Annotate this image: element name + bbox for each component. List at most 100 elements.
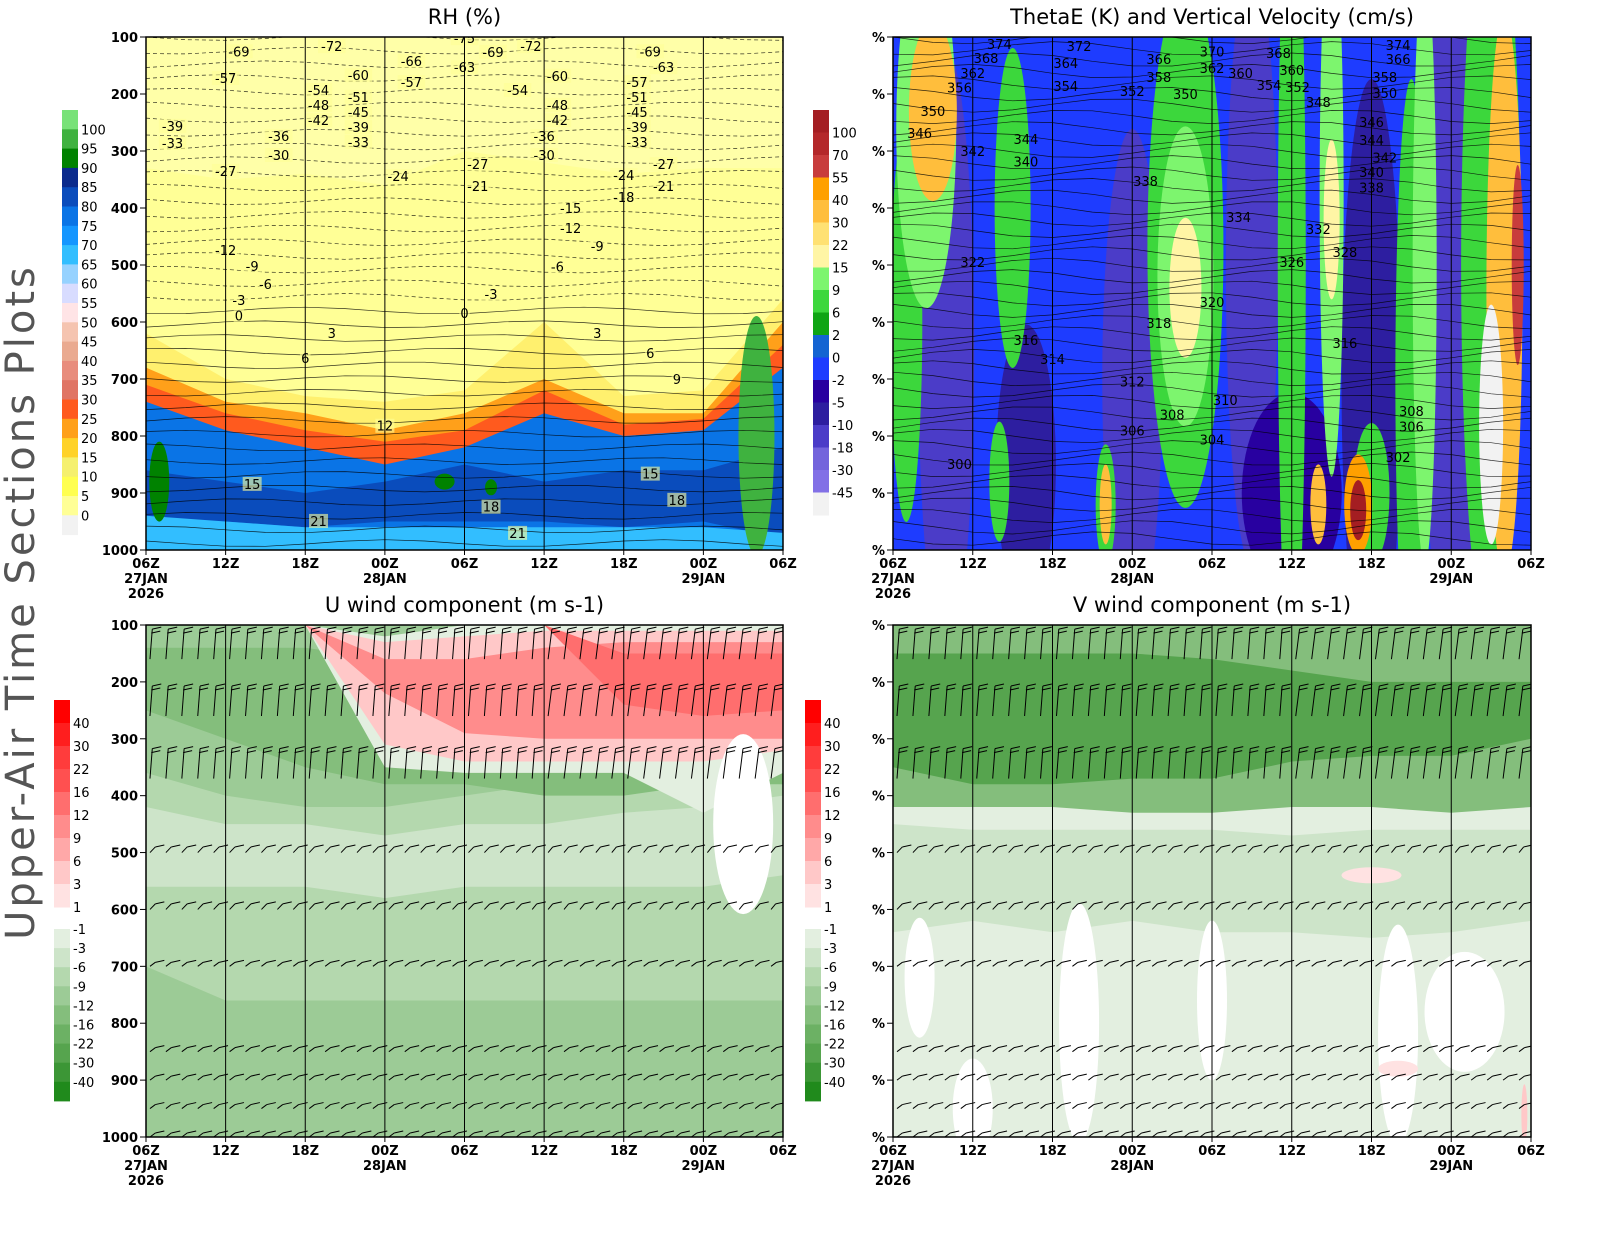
colorbar-swatch xyxy=(813,470,829,493)
wind-barb xyxy=(1119,959,1135,967)
barb-feather xyxy=(898,750,908,754)
barb-feather xyxy=(486,746,496,750)
colorbar-label: 12 xyxy=(73,809,90,824)
barb-staff xyxy=(499,629,504,660)
barb-feather xyxy=(950,1045,960,1049)
barb-staff xyxy=(165,685,169,717)
barb-feather xyxy=(760,1045,770,1049)
wind-barb xyxy=(595,901,610,910)
wind-barb xyxy=(277,1102,292,1109)
contour-label-bg xyxy=(645,345,656,360)
barb-staff xyxy=(324,1075,331,1081)
wind-barb xyxy=(1199,901,1215,910)
colorbar-swatch xyxy=(62,341,78,362)
contour-label: -21 xyxy=(653,180,674,195)
colorbar-label: -12 xyxy=(824,999,845,1014)
barb-staff xyxy=(1119,846,1126,853)
barb-staff xyxy=(547,748,553,779)
barb-staff xyxy=(404,846,411,853)
wind-barb xyxy=(579,901,594,910)
barb-staff xyxy=(197,748,201,779)
barb-staff xyxy=(1454,903,1461,910)
wind-barb xyxy=(1167,959,1183,967)
wind-barb xyxy=(499,626,512,660)
barb-feather xyxy=(1045,901,1055,905)
barb-staff xyxy=(960,685,964,717)
colorbar-label: -6 xyxy=(73,961,86,976)
barb-feather xyxy=(1109,844,1119,848)
barb-feather xyxy=(155,1045,165,1049)
wind-barb xyxy=(1518,1045,1531,1053)
barb-staff xyxy=(643,685,648,717)
wind-barb xyxy=(1423,1102,1438,1109)
barb-feather xyxy=(230,687,241,691)
contour-fill xyxy=(904,917,935,1038)
barb-staff xyxy=(1279,903,1285,910)
barb-staff xyxy=(1375,1047,1382,1053)
barb-feather xyxy=(282,959,292,963)
contour-label-bg xyxy=(623,89,651,104)
barb-feather xyxy=(1524,1045,1531,1049)
barb-staff xyxy=(1183,685,1187,717)
barb-feather xyxy=(710,630,720,634)
barb-feather xyxy=(282,901,292,905)
wind-barb xyxy=(149,901,165,910)
wind-barb xyxy=(944,1073,960,1081)
barb-staff xyxy=(928,1075,935,1081)
barb-feather xyxy=(1013,844,1024,848)
barb-feather xyxy=(1109,1073,1119,1077)
barb-feather xyxy=(1061,1073,1071,1077)
barb-staff xyxy=(738,961,745,967)
barb-staff xyxy=(1072,846,1079,853)
barb-staff xyxy=(340,1104,347,1109)
barb-feather xyxy=(521,1073,531,1077)
u-wind-panel: U wind component (m s-1)1002003004005006… xyxy=(102,593,797,1189)
barb-feather xyxy=(741,630,752,634)
contour-label-bg xyxy=(384,169,412,184)
wind-barb xyxy=(1231,1045,1247,1053)
barb-staff xyxy=(499,748,504,779)
barb-feather xyxy=(1395,683,1405,687)
wind-barb xyxy=(420,901,436,910)
contour-label: 308 xyxy=(1399,405,1424,420)
wind-barb xyxy=(1486,1045,1502,1053)
barb-feather xyxy=(978,626,989,630)
wind-barb xyxy=(563,844,578,853)
contour-label: 344 xyxy=(1014,133,1039,148)
barb-staff xyxy=(292,846,300,853)
barb-feather xyxy=(582,630,592,634)
wind-barb xyxy=(1215,901,1231,910)
barb-staff xyxy=(1071,748,1076,779)
wind-barb xyxy=(468,959,483,967)
barb-feather xyxy=(1332,1102,1343,1106)
barb-feather xyxy=(390,630,400,634)
wind-barb xyxy=(627,844,642,853)
barb-feather xyxy=(741,750,752,754)
wind-barb xyxy=(992,959,1008,967)
barb-feather xyxy=(1013,1102,1024,1106)
wind-barb xyxy=(1375,959,1390,967)
barb-staff xyxy=(675,629,680,660)
contour-fill xyxy=(713,734,774,915)
wind-barb xyxy=(1008,844,1024,853)
barb-feather xyxy=(931,683,941,687)
colorbar-label: 3 xyxy=(824,878,832,893)
wind-barb xyxy=(181,1073,197,1081)
barb-feather xyxy=(1013,1045,1024,1049)
colorbar-label: 2 xyxy=(832,329,840,344)
wind-barb xyxy=(944,1045,960,1053)
colorbar-swatch xyxy=(805,746,821,770)
barb-feather xyxy=(1189,1102,1199,1106)
colorbar-label: 9 xyxy=(73,832,81,847)
barb-feather xyxy=(1253,901,1263,905)
contour-label: 346 xyxy=(907,127,932,142)
barb-staff xyxy=(912,629,916,660)
wind-barb xyxy=(992,683,1005,717)
wind-barb xyxy=(1055,746,1068,779)
wind-barb xyxy=(928,844,944,853)
wind-barb xyxy=(643,959,659,967)
barb-feather xyxy=(617,1073,627,1077)
barb-staff xyxy=(388,748,392,779)
wind-barb xyxy=(404,746,417,779)
barb-feather xyxy=(421,630,432,634)
